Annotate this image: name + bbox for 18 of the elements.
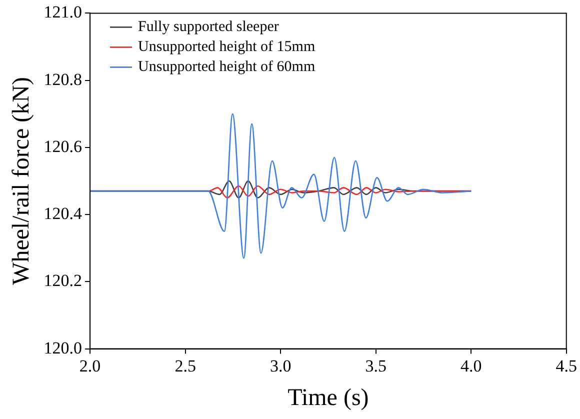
- x-tick-label: 2.5: [174, 356, 196, 376]
- x-tick-label: 3.5: [365, 356, 386, 376]
- y-tick-label: 121.0: [44, 2, 82, 22]
- x-tick-label: 3.0: [270, 356, 292, 376]
- legend-label: Unsupported height of 15mm: [138, 39, 316, 56]
- line-series: [90, 113, 472, 259]
- y-tick-label: 120.4: [44, 204, 83, 224]
- y-tick-label: 120.6: [44, 136, 82, 156]
- y-axis-title: Wheel/rail force (kN): [8, 77, 35, 285]
- y-tick-label: 120.2: [44, 271, 82, 290]
- x-tick-label: 2.0: [79, 356, 101, 376]
- x-tick-label: 4.5: [556, 356, 577, 376]
- legend-label: Fully supported sleeper: [138, 19, 279, 36]
- x-tick-label: 4.0: [460, 356, 482, 376]
- legend-label: Unsupported height of 60mm: [138, 59, 316, 76]
- y-tick-label: 120.8: [44, 70, 82, 89]
- y-tick-label: 120.0: [44, 338, 82, 358]
- x-axis-title: Time (s): [288, 384, 369, 411]
